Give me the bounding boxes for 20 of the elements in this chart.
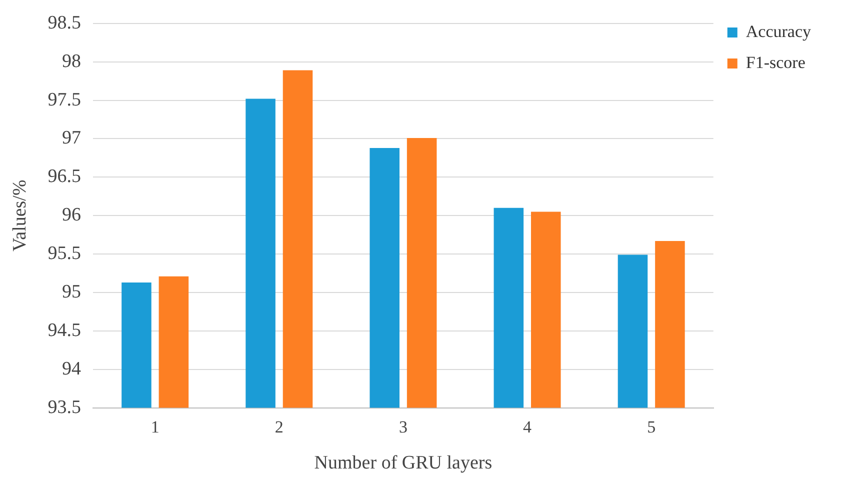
y-tick-label: 96 <box>62 204 82 226</box>
y-tick-label: 94.5 <box>48 320 82 341</box>
x-tick-label: 5 <box>647 417 656 436</box>
y-tick-label: 93.5 <box>48 396 82 418</box>
y-tick-label: 96.5 <box>48 166 82 188</box>
y-tick-label: 95 <box>62 281 82 302</box>
y-tick-label: 95.5 <box>48 243 82 264</box>
x-tick-label: 1 <box>150 417 160 436</box>
y-tick-label: 98 <box>62 50 82 72</box>
x-tick-label: 2 <box>274 417 284 436</box>
y-tick-label: 97.5 <box>48 89 82 110</box>
y-tick-label: 94 <box>62 358 82 380</box>
y-axis-title: Values/% <box>9 180 30 252</box>
x-tick-label: 4 <box>523 417 532 436</box>
x-tick-label: 3 <box>398 417 408 436</box>
y-tick-label: 98.5 <box>48 12 82 34</box>
y-tick-label: 97 <box>62 128 82 149</box>
x-axis-title: Number of GRU layers <box>314 452 492 474</box>
legend-label: Accuracy <box>746 22 812 41</box>
legend-label: F1-score <box>746 52 806 72</box>
